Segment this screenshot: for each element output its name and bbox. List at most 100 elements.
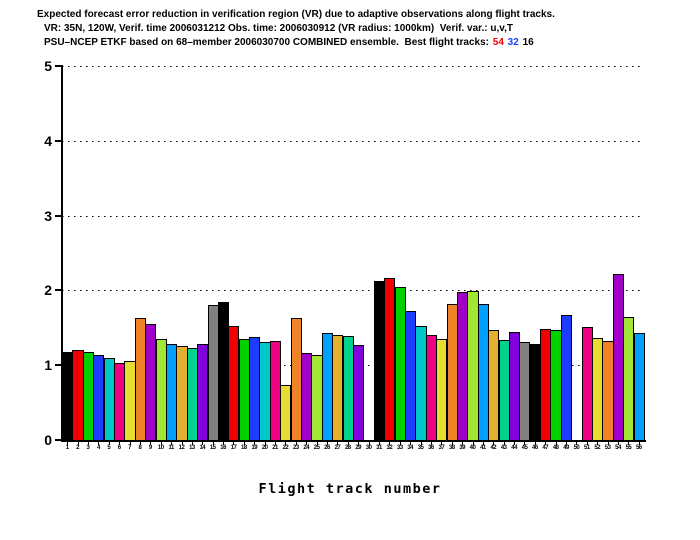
y-tick-label-0: 0 (44, 432, 52, 448)
x-tick-26 (327, 442, 329, 445)
gridline-y-5 (62, 66, 644, 67)
x-tick-label-45: 45 (521, 445, 528, 451)
x-tick-46 (534, 442, 536, 445)
x-tick-16 (223, 442, 225, 445)
y-tick-label-1: 1 (44, 357, 52, 374)
x-tick-label-30: 30 (365, 445, 372, 451)
x-tick-label-26: 26 (324, 445, 330, 451)
x-tick-label-32: 32 (386, 445, 393, 451)
x-tick-39 (462, 442, 464, 445)
x-tick-10 (160, 442, 162, 445)
x-tick-9 (150, 442, 152, 445)
x-tick-label-54: 54 (615, 445, 621, 451)
bar-track-56 (633, 333, 645, 442)
x-tick-label-37: 37 (438, 445, 445, 451)
x-tick-17 (233, 442, 235, 445)
x-tick-label-1: 1 (65, 445, 69, 451)
x-tick-44 (514, 442, 516, 445)
x-tick-label-29: 29 (355, 445, 362, 451)
y-tick-label-2: 2 (44, 282, 52, 299)
x-tick-label-48: 48 (552, 445, 559, 451)
x-tick-36 (430, 442, 432, 445)
x-tick-label-17: 17 (230, 445, 237, 451)
x-tick-label-44: 44 (511, 445, 517, 451)
best-track-2: 32 (507, 37, 519, 48)
x-tick-label-39: 39 (459, 445, 465, 451)
x-tick-32 (389, 442, 391, 445)
x-tick-label-43: 43 (500, 445, 507, 451)
x-tick-label-13: 13 (189, 445, 195, 451)
x-tick-label-14: 14 (199, 445, 206, 451)
x-tick-29 (358, 442, 360, 445)
x-tick-label-6: 6 (117, 445, 121, 451)
x-tick-55 (628, 442, 630, 445)
x-tick-15 (212, 442, 214, 445)
x-tick-label-41: 41 (480, 445, 486, 451)
x-tick-42 (493, 442, 495, 445)
x-tick-28 (347, 442, 349, 445)
x-tick-label-4: 4 (96, 445, 100, 451)
x-tick-label-40: 40 (469, 445, 476, 451)
x-tick-37 (441, 442, 443, 445)
y-tick-0 (55, 439, 62, 441)
x-tick-22 (285, 442, 287, 445)
x-tick-31 (378, 442, 380, 445)
x-tick-30 (368, 442, 370, 445)
x-tick-label-36: 36 (428, 445, 434, 451)
bar-track-29 (353, 345, 365, 442)
x-tick-label-49: 49 (563, 445, 569, 451)
x-tick-11 (171, 442, 173, 445)
x-tick-48 (555, 442, 557, 445)
x-tick-label-20: 20 (261, 445, 268, 451)
y-tick-4 (55, 139, 62, 142)
x-tick-label-31: 31 (376, 445, 382, 451)
x-tick-label-28: 28 (344, 445, 351, 451)
x-tick-13 (191, 442, 193, 445)
x-tick-label-2: 2 (76, 445, 79, 451)
x-tick-label-21: 21 (272, 445, 278, 451)
x-tick-label-7: 7 (128, 445, 131, 451)
x-tick-label-53: 53 (604, 445, 611, 451)
y-tick-label-5: 5 (44, 58, 52, 74)
x-tick-53 (607, 442, 609, 445)
x-tick-label-56: 56 (635, 445, 642, 451)
gridline-y-4 (62, 140, 644, 142)
x-tick-24 (306, 442, 308, 445)
y-axis-line (61, 65, 63, 442)
x-tick-label-12: 12 (178, 445, 185, 451)
x-tick-label-23: 23 (292, 445, 299, 451)
x-tick-27 (337, 442, 339, 445)
x-tick-54 (618, 442, 620, 445)
x-tick-label-22: 22 (282, 445, 289, 451)
x-tick-33 (399, 442, 401, 445)
x-tick-34 (410, 442, 412, 445)
x-tick-35 (420, 442, 422, 445)
x-tick-label-10: 10 (157, 445, 164, 451)
x-tick-51 (586, 442, 588, 445)
y-tick-3 (55, 214, 62, 217)
x-tick-label-42: 42 (490, 445, 497, 451)
x-tick-label-38: 38 (448, 445, 455, 451)
x-tick-40 (472, 442, 474, 445)
x-tick-label-35: 35 (417, 445, 424, 451)
x-tick-1 (67, 442, 69, 445)
x-tick-52 (597, 442, 599, 445)
x-tick-label-3: 3 (86, 445, 90, 451)
x-tick-45 (524, 442, 526, 445)
x-tick-3 (87, 442, 89, 445)
x-tick-25 (316, 442, 318, 445)
x-tick-49 (566, 442, 568, 445)
x-tick-18 (243, 442, 245, 445)
x-tick-2 (77, 442, 79, 445)
x-tick-21 (275, 442, 277, 445)
x-tick-label-19: 19 (251, 445, 258, 451)
x-tick-50 (576, 442, 578, 445)
bar-track-49 (560, 315, 573, 442)
y-tick-5 (55, 65, 62, 67)
x-tick-14 (202, 442, 204, 445)
x-tick-8 (139, 442, 141, 445)
x-axis-title: Flight track number (258, 481, 442, 497)
x-tick-label-46: 46 (532, 445, 538, 451)
x-tick-19 (254, 442, 256, 445)
x-tick-label-27: 27 (334, 445, 341, 451)
